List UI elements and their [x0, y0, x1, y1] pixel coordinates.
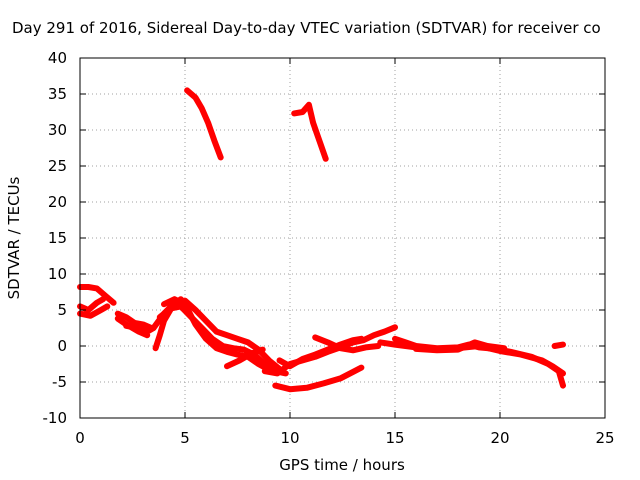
series-arc-m	[276, 335, 365, 370]
series-arc-b	[77, 296, 107, 313]
series-arc-k	[224, 346, 266, 370]
x-tick-label: 5	[180, 429, 190, 447]
series-arc-a	[77, 284, 117, 306]
y-tick-label: 15	[48, 229, 67, 247]
series-arc-c	[77, 303, 111, 319]
data-series	[77, 87, 566, 393]
x-tick-label: 20	[490, 429, 509, 447]
x-tick-label: 10	[280, 429, 299, 447]
x-tick-label: 25	[595, 429, 614, 447]
x-tick-label: 15	[385, 429, 404, 447]
series-arc-f	[123, 322, 157, 335]
series-arc-j	[161, 296, 272, 373]
chart-title: Day 291 of 2016, Sidereal Day-to-day VTE…	[12, 19, 601, 37]
x-axis-label: GPS time / hours	[279, 456, 405, 474]
series-arc-r	[413, 339, 508, 354]
y-axis-label: SDTVAR / TECUs	[5, 176, 23, 299]
series-arc-n	[312, 334, 382, 354]
series-arc-s	[551, 341, 566, 349]
gridlines	[80, 58, 605, 418]
y-tick-label: 10	[48, 265, 67, 283]
y-tick-label: 0	[57, 337, 67, 355]
plot-frame	[79, 57, 606, 419]
series-arc-i	[156, 303, 289, 377]
x-tick-label: 0	[75, 429, 85, 447]
series-arc-u	[291, 101, 329, 162]
y-tick-label: -10	[43, 409, 68, 427]
y-tick-label: 35	[48, 85, 67, 103]
series-arc-o	[272, 364, 365, 393]
y-tick-label: -5	[52, 373, 67, 391]
series-arc-q	[377, 339, 566, 377]
y-tick-label: 20	[48, 193, 67, 211]
series-arc-d	[114, 310, 155, 331]
axis-ticks: 0 5 10 15 20 25 -10 -5 0 5 10 15 20 25 30 35 40	[43, 49, 615, 447]
y-tick-label: 40	[48, 49, 67, 67]
y-tick-label: 5	[57, 301, 67, 319]
y-tick-label: 25	[48, 157, 67, 175]
series-arc-t	[184, 87, 224, 161]
y-tick-label: 30	[48, 121, 67, 139]
